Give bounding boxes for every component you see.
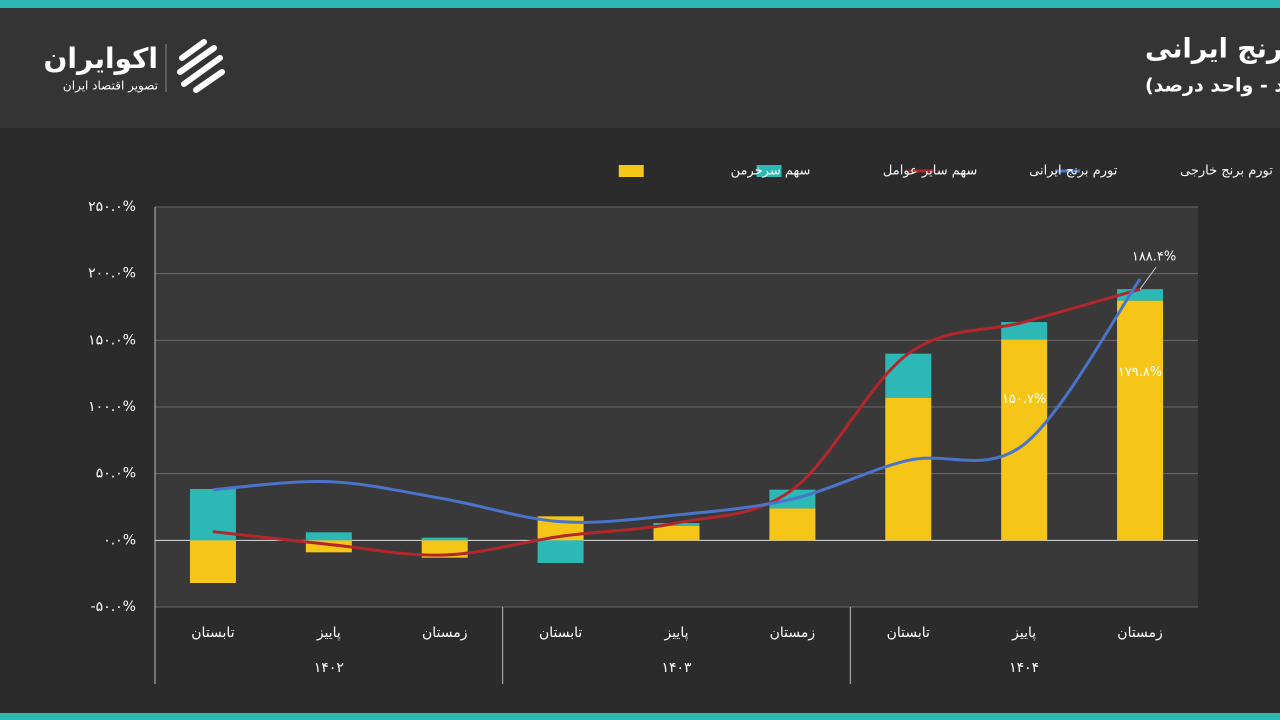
y-tick-label: ۱۵۰.۰%	[88, 332, 136, 348]
bar	[537, 540, 584, 563]
legend-label: تورم برنج خارجی	[1180, 164, 1273, 179]
chart-title: سهم کشاورز و سایر عوامل واسطه‌ای از تورم…	[1145, 34, 1280, 65]
top-stripe	[0, 0, 1280, 8]
x-group-label: ۱۴۰۴	[1009, 660, 1039, 676]
y-tick-label: ۱۰۰.۰%	[88, 399, 136, 415]
logo-icon	[177, 39, 225, 93]
bar	[1117, 300, 1164, 541]
bar	[769, 508, 816, 541]
bar	[1001, 339, 1048, 541]
y-tick-label: ۲۵۰.۰%	[88, 199, 136, 215]
legend-swatch	[618, 165, 644, 177]
y-tick-label: ۲۰۰.۰%	[88, 266, 136, 282]
x-group-label: ۱۴۰۳	[661, 660, 692, 676]
x-tick-label: پاییز	[1011, 625, 1036, 641]
x-tick-label: تابستان	[191, 625, 234, 641]
x-tick-label: تابستان	[539, 625, 582, 641]
bar	[1117, 289, 1164, 301]
y-tick-label: -۵۰.۰%	[91, 599, 136, 615]
line	[212, 287, 1141, 557]
legend-label: تورم برنج ایرانی	[1029, 164, 1118, 179]
data-label: ۱۵۰.۷%	[1002, 392, 1046, 407]
x-tick-label: تابستان	[887, 625, 930, 641]
bar	[1001, 322, 1048, 340]
bar	[885, 397, 932, 541]
x-tick-label: زمستان	[422, 625, 468, 641]
legend-swatch	[756, 165, 782, 177]
bar	[305, 532, 352, 541]
bottom-stripe	[0, 713, 1280, 720]
line	[212, 278, 1142, 524]
x-tick-label: پاییز	[663, 625, 688, 641]
y-tick-label: ۵۰.۰%	[96, 466, 136, 482]
x-tick-label: زمستان	[770, 625, 816, 641]
x-tick-label: زمستان	[1117, 625, 1163, 641]
bar	[189, 540, 236, 583]
chart-subtitle: (واحد: درصد - واحد درصد)	[1145, 75, 1280, 97]
x-group-label: ۱۴۰۲	[314, 660, 344, 676]
y-tick-label: ۰.۰%	[103, 532, 136, 548]
bar	[885, 353, 932, 398]
bar	[421, 537, 468, 541]
x-tick-label: پاییز	[316, 625, 341, 641]
legend-label: سهم سرخرمن	[731, 164, 811, 179]
bar	[653, 525, 700, 541]
leader-line	[1139, 266, 1157, 290]
data-label: ۱۷۹.۸%	[1118, 365, 1162, 380]
legend-label: سهم سایر عوامل	[883, 164, 977, 179]
data-label: ۱۸۸.۴%	[1132, 250, 1176, 265]
brand-name: اکوایران	[44, 42, 158, 75]
brand-tagline: تصویر اقتصاد ایران	[63, 79, 158, 94]
